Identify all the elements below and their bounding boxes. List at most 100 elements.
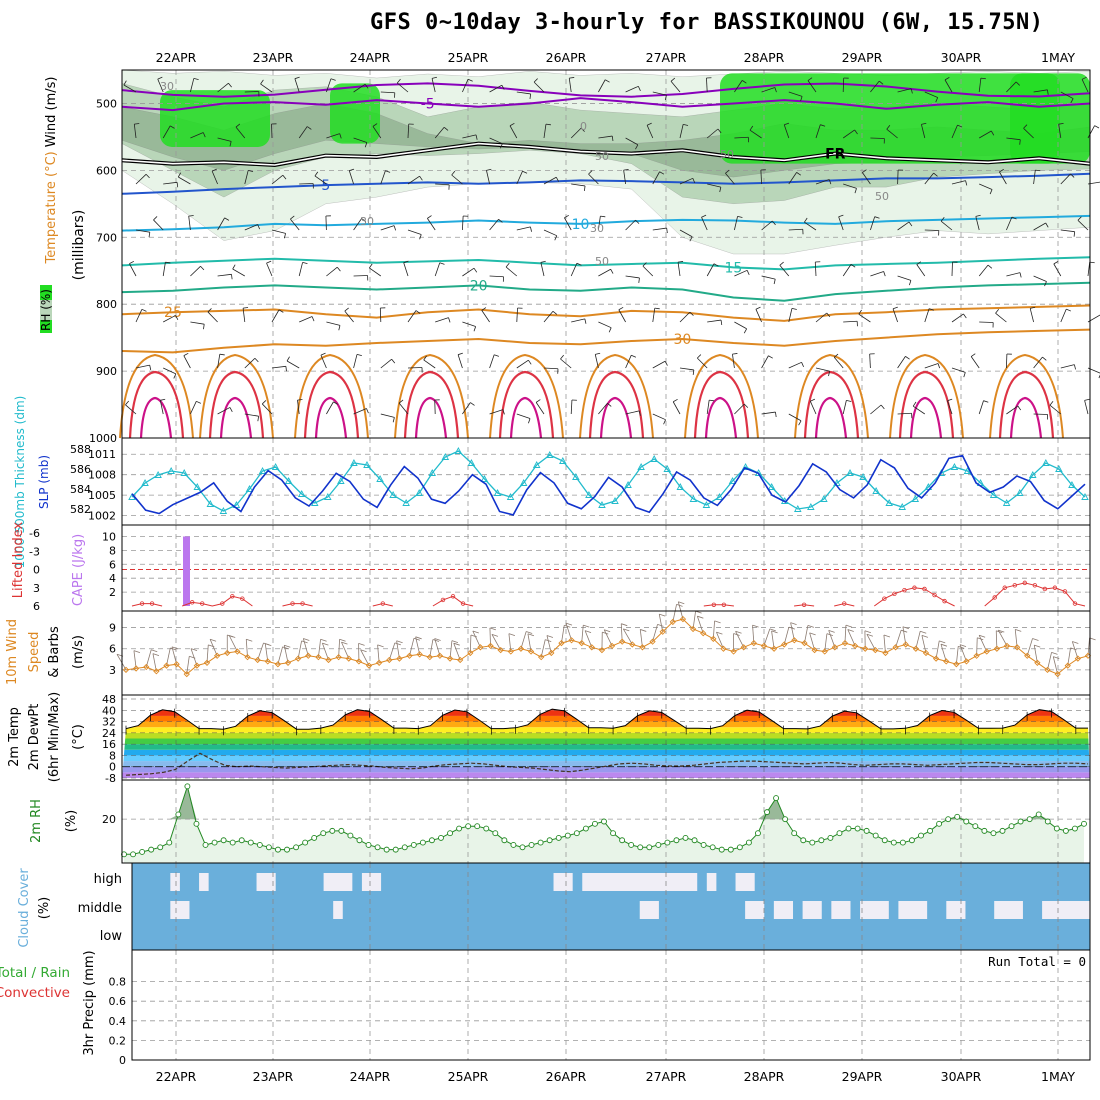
wind-barb-flag bbox=[228, 82, 232, 88]
wind-barb bbox=[978, 635, 988, 652]
wind-barb-flag bbox=[965, 180, 968, 186]
bl-contour-mid bbox=[403, 370, 460, 439]
date-label-top: 22APR bbox=[156, 50, 197, 65]
wind-barb-flag bbox=[369, 263, 373, 269]
wind-barb bbox=[897, 275, 912, 281]
wind-barb bbox=[623, 170, 626, 185]
wind-barb-flag bbox=[826, 312, 831, 318]
wind-barb-flag bbox=[892, 306, 898, 310]
wind-barb-flag bbox=[737, 215, 743, 218]
wind-barb bbox=[472, 630, 481, 648]
wind-barb-flag bbox=[278, 309, 284, 313]
wind-barb bbox=[407, 175, 420, 185]
wind-barb-flag bbox=[415, 636, 422, 640]
cloud-clear-high bbox=[553, 873, 573, 891]
wind-barb bbox=[244, 413, 259, 417]
wind-barb-flag bbox=[692, 178, 696, 184]
wind-unit-label: (m/s) bbox=[71, 635, 86, 669]
wind-barb-flag bbox=[526, 631, 533, 634]
panel-rh: 20 bbox=[102, 779, 1091, 864]
wind-speed-point bbox=[912, 645, 919, 652]
wind-barb-flag bbox=[807, 625, 815, 628]
wind-barb bbox=[217, 82, 229, 93]
wind-speed-label: Speed bbox=[27, 632, 42, 673]
thickness-tick-label: 584 bbox=[70, 483, 91, 496]
wind-barb-flag bbox=[600, 215, 606, 218]
thickness-point bbox=[885, 499, 893, 506]
wind-barb bbox=[915, 631, 921, 649]
slp-label: SLP (mb) bbox=[37, 455, 51, 509]
wind-barb-flag bbox=[333, 401, 338, 405]
panel-frame-precip bbox=[131, 949, 1091, 1061]
date-label-bottom: 24APR bbox=[350, 1069, 391, 1084]
bl-contour-mid bbox=[128, 370, 185, 439]
cloud-label-part: Cloud Cover bbox=[17, 868, 32, 948]
wind-barb bbox=[1060, 229, 1075, 233]
wind-barb-flag bbox=[320, 638, 327, 642]
wind-speed-point bbox=[183, 670, 190, 678]
wind-speed-point bbox=[598, 646, 606, 654]
thickness-point bbox=[271, 463, 280, 470]
wind-barb-flag bbox=[470, 402, 475, 406]
wind-barb bbox=[348, 170, 354, 185]
rh-percent-label: 30 bbox=[160, 80, 174, 93]
rh2m-label-part: 2m RH bbox=[29, 799, 44, 843]
rh-point bbox=[682, 834, 689, 841]
rh-point bbox=[157, 844, 164, 851]
wind-barb-flag bbox=[491, 634, 499, 637]
wind-barb-flag bbox=[1044, 281, 1047, 287]
wind-barb bbox=[1023, 127, 1034, 139]
wind-barb-flag bbox=[975, 214, 981, 217]
wind-speed-point bbox=[436, 652, 444, 659]
wind-barb-flag bbox=[1072, 641, 1079, 644]
rh-point bbox=[582, 825, 589, 832]
wind-barb bbox=[924, 308, 930, 323]
wind-barb bbox=[788, 361, 802, 369]
wind-barb-flag bbox=[290, 215, 295, 220]
li-point bbox=[440, 597, 446, 603]
wind-barb-flag bbox=[372, 123, 378, 127]
rh-point bbox=[610, 830, 617, 837]
wind-speed-point bbox=[720, 645, 727, 652]
li-line bbox=[703, 604, 734, 607]
wind-barb bbox=[217, 217, 225, 231]
run-total: Run Total = 0 bbox=[988, 954, 1086, 969]
bl-contour-inner bbox=[414, 396, 448, 439]
date-label-top: 26APR bbox=[546, 50, 587, 65]
wind-speed-point bbox=[1054, 670, 1061, 678]
rh-point bbox=[745, 839, 752, 846]
wind-tick-label: 3 bbox=[109, 664, 116, 677]
thickness-point bbox=[611, 497, 619, 504]
rh-point bbox=[809, 839, 816, 846]
wind-barb bbox=[652, 624, 658, 642]
temp-contour--5 bbox=[121, 97, 1091, 112]
wind-barb bbox=[520, 631, 527, 649]
thickness-point bbox=[337, 477, 345, 484]
wind-barb bbox=[1029, 308, 1034, 323]
wind-barb bbox=[706, 400, 710, 415]
wind-barb-flag bbox=[775, 411, 777, 418]
wind10m-label-part: 10m Wind bbox=[5, 619, 20, 685]
wind-speed-point bbox=[538, 654, 545, 661]
rh-point bbox=[148, 846, 155, 853]
rh-point bbox=[709, 844, 716, 851]
li-point bbox=[450, 594, 456, 599]
wind-barb bbox=[706, 263, 715, 277]
wind-barb-flag bbox=[419, 234, 422, 240]
wind-barb bbox=[679, 124, 684, 139]
wind-barb bbox=[951, 124, 958, 139]
li-point bbox=[992, 595, 997, 600]
wind-barb-flag bbox=[176, 182, 179, 188]
wind-barb-flag bbox=[657, 623, 664, 627]
wind-barb bbox=[677, 262, 681, 277]
slp-tick-label: 1005 bbox=[88, 489, 116, 502]
wind-barb bbox=[190, 321, 205, 325]
wind-barb-flag bbox=[261, 400, 267, 405]
wind-barb bbox=[625, 355, 632, 369]
wind-barb-flag bbox=[959, 644, 967, 647]
wind-barb-flag bbox=[396, 640, 403, 644]
date-label-top: 29APR bbox=[842, 50, 883, 65]
wind-barb-flag bbox=[364, 142, 368, 148]
thickness-point bbox=[1002, 499, 1011, 506]
wind-barb bbox=[489, 354, 495, 369]
